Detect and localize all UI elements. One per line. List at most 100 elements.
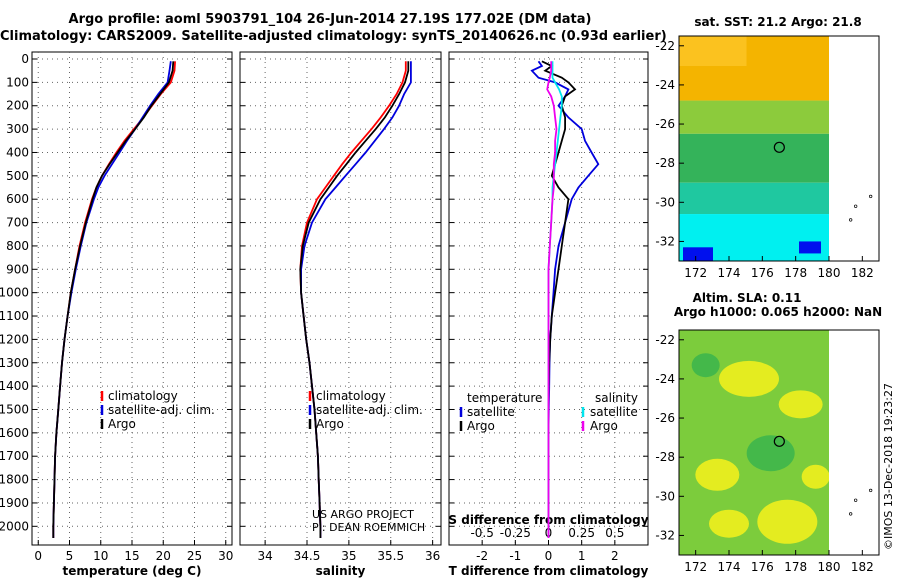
depth-tick-label: 2000 xyxy=(0,519,29,533)
land-area xyxy=(829,330,879,555)
map-x-label: 176 xyxy=(751,266,774,280)
sst-band xyxy=(679,36,747,66)
sst-map-title: sat. SST: 21.2 Argo: 21.8 xyxy=(694,15,861,29)
depth-tick-label: 800 xyxy=(6,239,29,253)
series-line-argo xyxy=(52,61,175,538)
map-y-label: -32 xyxy=(655,528,675,542)
map-y-label: -26 xyxy=(655,117,675,131)
sst-band xyxy=(679,182,829,215)
x-tick-label: 2 xyxy=(611,549,619,563)
x-tick-label: 0 xyxy=(545,549,553,563)
figure-subtitle: Climatology: CARS2009. Satellite-adjuste… xyxy=(0,29,667,44)
sst-map-frame xyxy=(678,35,880,262)
depth-tick-label: 400 xyxy=(6,145,29,159)
depth-tick-label: 100 xyxy=(6,75,29,89)
legend-entry: climatology xyxy=(108,389,178,403)
x-tick-label: -1 xyxy=(509,549,521,563)
map-x-label: 174 xyxy=(718,266,741,280)
map-x-label: 176 xyxy=(751,560,774,574)
argo-position-marker xyxy=(773,435,785,447)
pi-annotation: US ARGO PROJECT xyxy=(312,508,414,521)
x-tick-label: 10 xyxy=(93,549,108,563)
sla-blob xyxy=(691,353,720,378)
depth-tick-label: 500 xyxy=(6,169,29,183)
sst-band xyxy=(679,100,829,134)
x-tick-label: -2 xyxy=(476,549,488,563)
sla-blob xyxy=(695,458,740,491)
depth-tick-label: 1300 xyxy=(0,356,29,370)
sla-blob xyxy=(746,435,795,472)
x-tick-label: 34.5 xyxy=(294,549,321,563)
sla-map-frame xyxy=(678,329,880,556)
map-x-label: 172 xyxy=(684,560,707,574)
series-line-argo xyxy=(299,61,410,538)
legend-entry: satellite xyxy=(590,405,638,419)
x-axis-label: salinity xyxy=(316,564,366,578)
legend-title: temperature xyxy=(467,391,542,405)
sla-map-subtitle: Argo h1000: 0.065 h2000: NaN xyxy=(674,305,882,319)
depth-tick-label: 900 xyxy=(6,262,29,276)
sla-blob xyxy=(801,464,830,489)
legend-entry: climatology xyxy=(316,389,386,403)
map-y-label: -30 xyxy=(655,195,675,209)
depth-tick-label: 1100 xyxy=(0,309,29,323)
series-line-temperature-satellite xyxy=(530,60,600,538)
series-line-climatology xyxy=(52,61,176,538)
x-tick-label: 0 xyxy=(34,549,42,563)
legend-entry: satellite xyxy=(467,405,515,419)
depth-tick-label: 1500 xyxy=(0,402,29,416)
sst-band xyxy=(683,247,713,261)
x-tick-label: 34 xyxy=(257,549,272,563)
sla-map-title: Altim. SLA: 0.11 xyxy=(693,291,802,305)
map-y-label: -32 xyxy=(655,234,675,248)
series-line-salinity-satellite xyxy=(547,61,563,538)
sla-blob xyxy=(709,509,749,538)
series-line-salinity-argo xyxy=(546,61,558,538)
x-tick-label: 35.5 xyxy=(377,549,404,563)
legend-entry: satellite-adj. clim. xyxy=(316,403,423,417)
island-marker xyxy=(849,218,853,222)
island-marker xyxy=(869,488,873,493)
map-y-label: -30 xyxy=(655,489,675,503)
depth-tick-label: 1800 xyxy=(0,473,29,487)
sla-blob xyxy=(757,499,818,544)
map-x-label: 182 xyxy=(851,560,874,574)
legend-entry: satellite-adj. clim. xyxy=(108,403,215,417)
map-y-label: -28 xyxy=(655,156,675,170)
legend-title: salinity xyxy=(595,391,638,405)
x-tick-label: 20 xyxy=(156,549,171,563)
x-tick-label: 25 xyxy=(187,549,202,563)
plot-frame-0 xyxy=(31,51,233,546)
map-x-label: 180 xyxy=(818,266,841,280)
credit-text: ©IMOS 13-Dec-2018 19:23:27 xyxy=(882,383,895,550)
x-tick-label: 15 xyxy=(124,549,139,563)
top-tick-label: 0.5 xyxy=(605,526,624,540)
top-tick-label: -0.25 xyxy=(500,526,531,540)
map-x-label: 178 xyxy=(784,266,807,280)
x-tick-label: 1 xyxy=(578,549,586,563)
map-y-label: -28 xyxy=(655,450,675,464)
depth-tick-label: 700 xyxy=(6,216,29,230)
x-tick-label: 36 xyxy=(425,549,440,563)
sst-band xyxy=(679,133,829,183)
legend-entry: Argo xyxy=(108,417,136,431)
island-marker xyxy=(854,498,858,502)
depth-tick-label: 1400 xyxy=(0,379,29,393)
map-x-label: 174 xyxy=(718,560,741,574)
depth-tick-label: 1900 xyxy=(0,496,29,510)
sla-blob xyxy=(778,390,823,419)
legend-entry: Argo xyxy=(316,417,344,431)
depth-tick-label: 200 xyxy=(6,99,29,113)
figure-title: Argo profile: aoml 5903791_104 26-Jun-20… xyxy=(68,12,592,27)
sst-band xyxy=(799,241,821,254)
x-axis-label: T difference from climatology xyxy=(449,564,649,578)
argo-position-marker xyxy=(773,141,785,153)
island-marker xyxy=(869,194,873,199)
depth-tick-label: 600 xyxy=(6,192,29,206)
series-line-satellite-adj--clim- xyxy=(52,61,172,538)
map-y-label: -22 xyxy=(655,39,675,53)
island-marker xyxy=(854,204,858,208)
map-y-label: -24 xyxy=(655,372,675,386)
depth-tick-label: 1200 xyxy=(0,332,29,346)
